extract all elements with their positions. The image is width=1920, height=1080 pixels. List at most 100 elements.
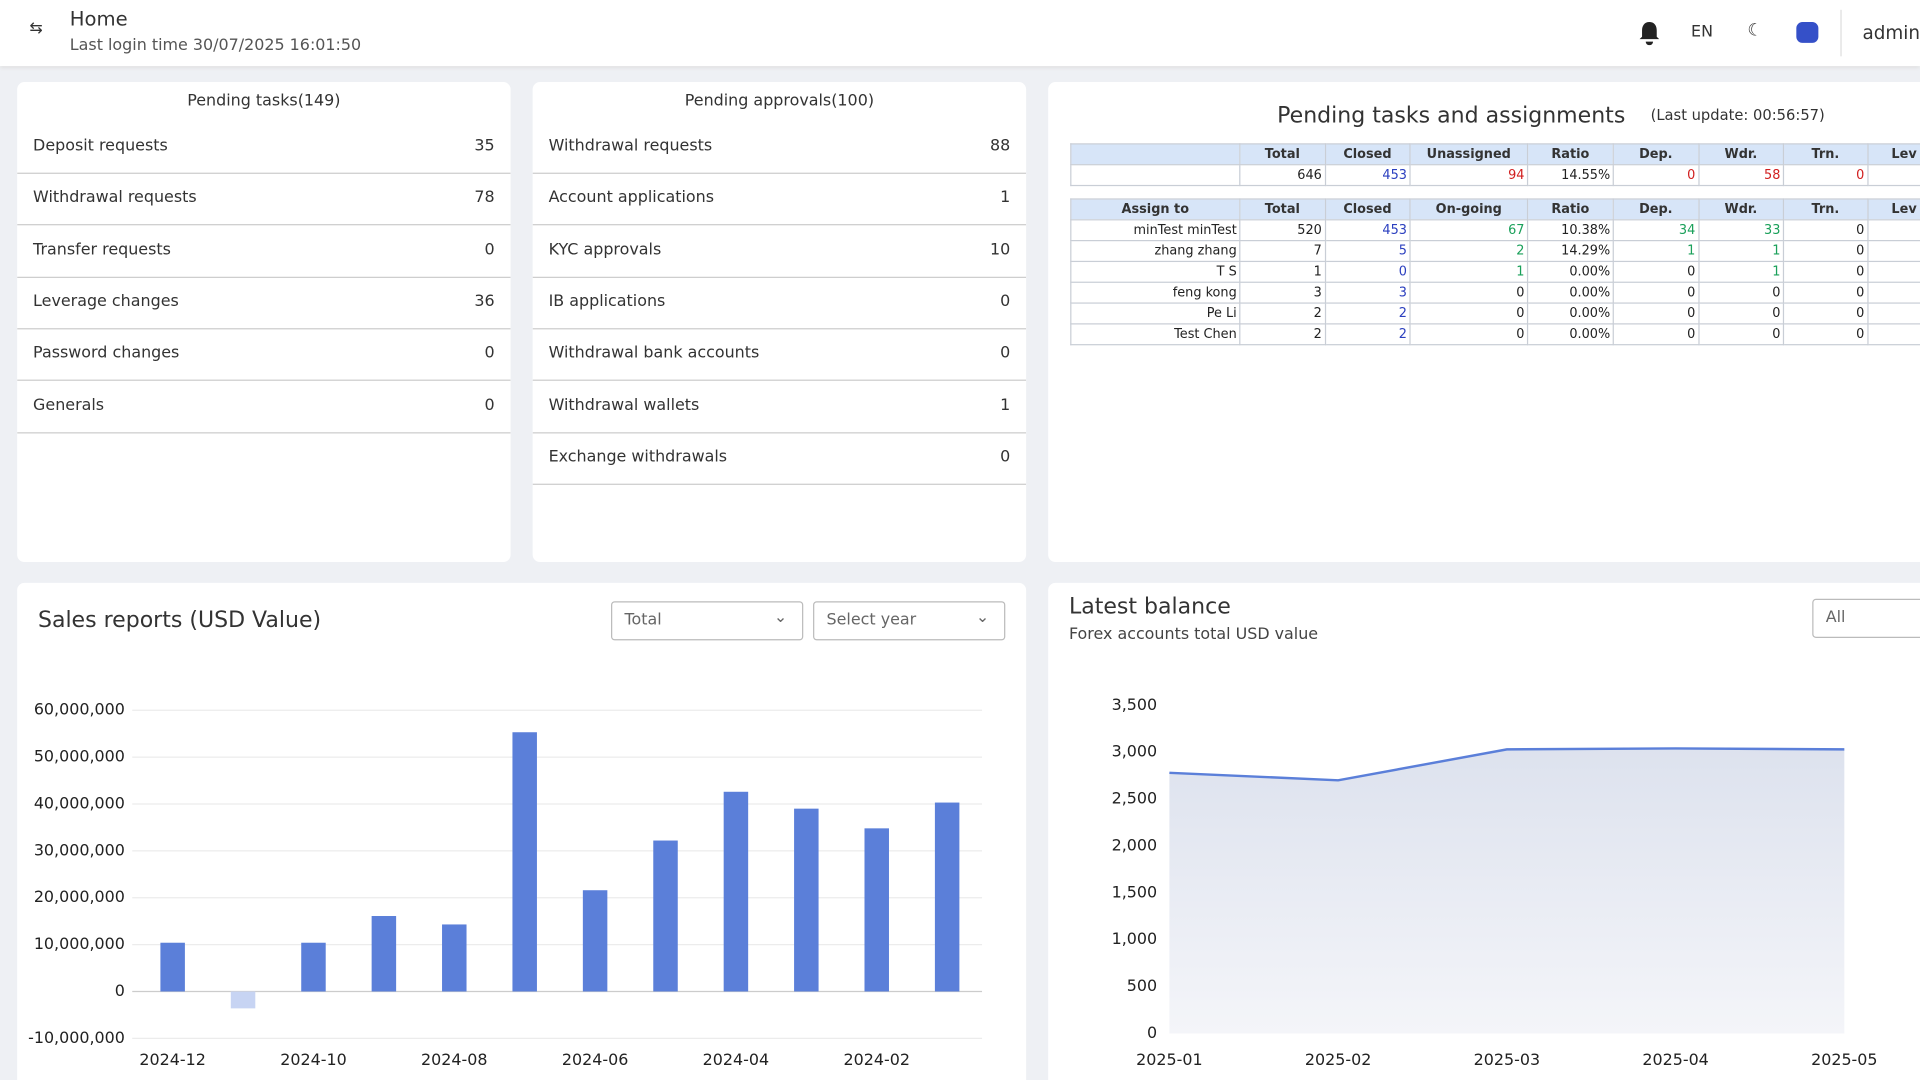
- cell: 34: [1612, 219, 1699, 242]
- row-count: 88: [989, 137, 1011, 156]
- cell: 1: [1697, 260, 1785, 283]
- task-row: Withdrawal wallets 1: [532, 380, 1027, 433]
- cell: 2: [1409, 240, 1529, 263]
- cell: 0: [1697, 302, 1785, 325]
- row-label: Transfer requests: [33, 240, 171, 260]
- year-select[interactable]: Select year ⌄: [813, 601, 1006, 641]
- cell: 0: [1324, 260, 1411, 283]
- header-cell: Total: [1239, 198, 1326, 221]
- last-update: (Last update: 00:56:57): [1650, 106, 1825, 124]
- cell: 14.29%: [1526, 240, 1614, 263]
- cell: [1866, 219, 1920, 242]
- type-select[interactable]: Total ⌄: [611, 601, 804, 641]
- color-picker[interactable]: [1796, 22, 1819, 43]
- header-cell: Trn.: [1782, 143, 1868, 166]
- bell-icon[interactable]: [1638, 21, 1660, 46]
- task-row: Account applications 1: [532, 173, 1027, 226]
- menu-toggle[interactable]: ⇆: [29, 19, 43, 38]
- cell: 0: [1697, 323, 1785, 346]
- last-login: Last login time 30/07/2025 16:01:50: [69, 36, 362, 56]
- cell: [1866, 302, 1920, 325]
- panel-title: Pending tasks and assignments: [1277, 102, 1626, 129]
- row-label: Withdrawal bank accounts: [548, 344, 760, 363]
- header-cell: Closed: [1324, 143, 1411, 166]
- header-cell: Dep.: [1612, 198, 1699, 221]
- balance-panel: All: [1048, 582, 1920, 1080]
- cell: [1866, 260, 1920, 283]
- cell: Test Chen: [1070, 323, 1241, 346]
- select-value: Total: [624, 611, 662, 630]
- row-count: 78: [474, 188, 495, 208]
- row-label: KYC approvals: [548, 240, 662, 260]
- header-row: Assign to Total Closed On-going Ratio Dep. Wdr…: [1070, 198, 1920, 221]
- cell: 0: [1782, 260, 1868, 283]
- cell: [1866, 240, 1920, 263]
- row-count: 1: [1000, 188, 1011, 208]
- language[interactable]: EN: [1691, 23, 1714, 42]
- cell: 1: [1239, 260, 1326, 283]
- header-cell: Wdr.: [1697, 198, 1785, 221]
- select-value: All: [1825, 608, 1846, 627]
- cell: 2: [1239, 323, 1326, 346]
- table-row: zhang zhang 7 5 2 14.29% 1 1 0: [1070, 240, 1920, 263]
- cell: 0: [1782, 164, 1868, 187]
- cell: 1: [1697, 240, 1785, 263]
- task-row: Exchange withdrawals 0: [532, 432, 1027, 485]
- table-row: T S 1 0 1 0.00% 0 1 0: [1070, 260, 1920, 283]
- cell: 0: [1782, 219, 1868, 242]
- cell: 0.00%: [1526, 302, 1614, 325]
- cell: 33: [1697, 219, 1785, 242]
- task-row: Leverage changes 36: [17, 277, 511, 330]
- cell: 2: [1324, 302, 1411, 325]
- header-cell: Ratio: [1526, 143, 1614, 166]
- row-label: IB applications: [548, 292, 666, 311]
- cell: 67: [1409, 219, 1529, 242]
- row-label: Withdrawal wallets: [548, 396, 700, 415]
- row-count: 10: [989, 240, 1011, 260]
- task-row: Password changes 0: [17, 328, 511, 382]
- cell: 0: [1782, 240, 1868, 263]
- cell: 0: [1409, 323, 1529, 346]
- row-count: 35: [474, 137, 495, 156]
- row-count: 0: [484, 240, 495, 260]
- table-row: 646 453 94 14.55% 0 58 0: [1070, 164, 1920, 187]
- cell: 10.38%: [1526, 219, 1614, 242]
- header-cell: Trn.: [1782, 198, 1868, 221]
- row-label: Withdrawal requests: [33, 188, 197, 208]
- cell: 0: [1612, 323, 1699, 346]
- task-row: Withdrawal requests 78: [17, 173, 511, 226]
- account-select[interactable]: All: [1812, 598, 1920, 638]
- sales-panel: Total ⌄ Select year ⌄: [17, 582, 1027, 1080]
- row-label: Exchange withdrawals: [548, 447, 728, 467]
- table-row: Pe Li 2 2 0 0.00% 0 0 0: [1070, 302, 1920, 325]
- cell: T S: [1070, 260, 1241, 283]
- user-name[interactable]: admin: [1862, 22, 1920, 45]
- cell: 3: [1239, 281, 1326, 304]
- cell: 5: [1324, 240, 1411, 263]
- cell: 453: [1324, 164, 1411, 187]
- cell: 0: [1612, 164, 1699, 187]
- panel-title: Pending tasks(149): [187, 91, 341, 111]
- cell: 0: [1782, 323, 1868, 346]
- cell: 58: [1697, 164, 1785, 187]
- task-row: KYC approvals 10: [532, 225, 1027, 278]
- header-cell: Assign to: [1070, 198, 1241, 221]
- cell: 0: [1782, 302, 1868, 325]
- top-bar: ⇆ Home Last login time 30/07/2025 16:01:…: [0, 0, 1920, 67]
- cell: 7: [1239, 240, 1326, 263]
- cell: 0: [1409, 281, 1529, 304]
- row-label: Deposit requests: [33, 137, 168, 156]
- cell: 0: [1612, 260, 1699, 283]
- task-row: Withdrawal bank accounts 0: [532, 328, 1027, 382]
- row-count: 36: [474, 292, 495, 311]
- cell: 0: [1409, 302, 1529, 325]
- cell: 94: [1409, 164, 1529, 187]
- theme-toggle[interactable]: ☾: [1747, 20, 1763, 41]
- cell: 520: [1239, 219, 1326, 242]
- page-title: Home: [69, 7, 128, 31]
- cell: 453: [1324, 219, 1411, 242]
- header-cell: On-going: [1409, 198, 1529, 221]
- header-cell: Wdr.: [1697, 143, 1785, 166]
- cell: Pe Li: [1070, 302, 1241, 325]
